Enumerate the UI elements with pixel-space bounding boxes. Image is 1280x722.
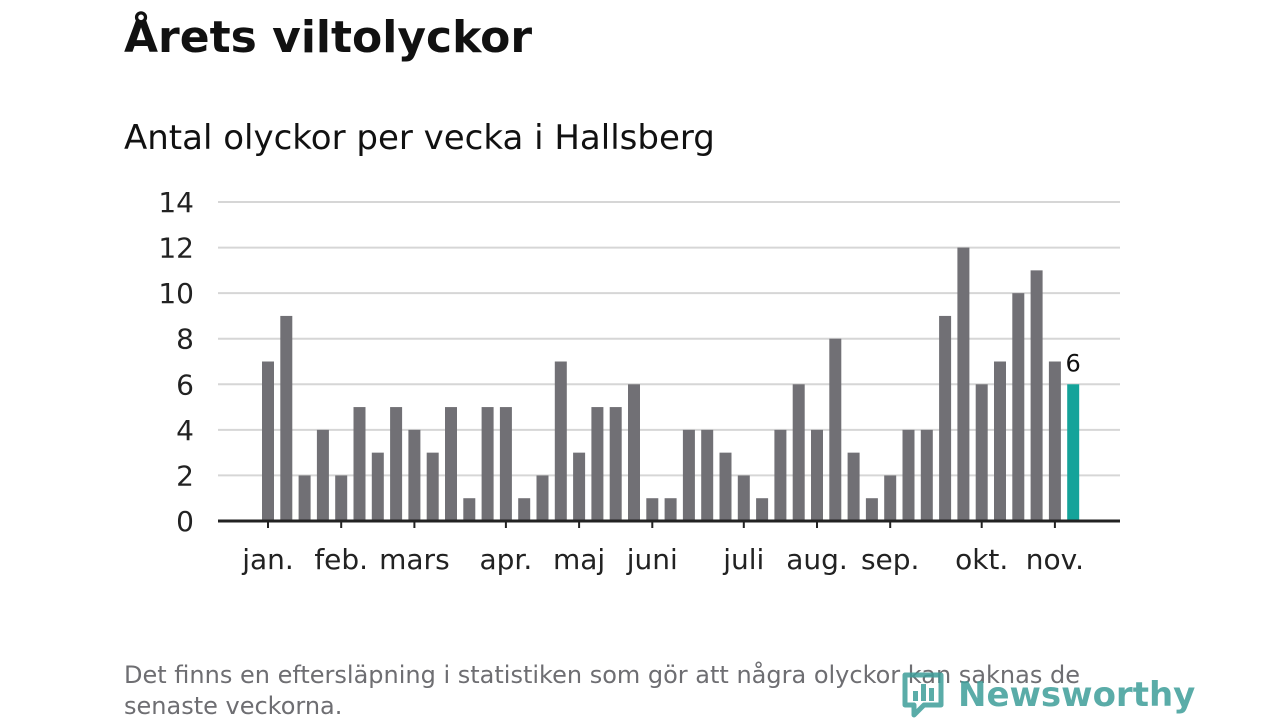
bar (298, 475, 311, 521)
bar (1012, 293, 1025, 521)
y-tick-label: 2 (176, 459, 194, 492)
y-tick-label: 4 (176, 414, 194, 447)
y-tick-label: 10 (158, 277, 194, 310)
chart-subtitle: Antal olyckor per vecka i Hallsberg (124, 118, 715, 158)
x-tick-label: apr. (480, 543, 533, 576)
bar (829, 338, 842, 521)
bar (316, 429, 329, 521)
bar (445, 407, 457, 521)
bar (426, 452, 439, 521)
bar (280, 315, 293, 521)
bar (536, 475, 549, 521)
footnote: Det finns en eftersläpning i statistiken… (124, 661, 1080, 720)
bar (719, 452, 732, 521)
grid-lines (218, 201, 1120, 477)
bar (811, 429, 823, 521)
newsworthy-logo-icon (902, 672, 944, 718)
x-tick-label: aug. (786, 543, 848, 576)
chart-title: Årets viltolyckor (124, 12, 533, 63)
bar (682, 429, 695, 521)
bar (335, 475, 348, 521)
bar (701, 429, 714, 521)
x-axis: jan. feb. mars apr. maj juni juli aug. sep. okt. n… (218, 519, 1120, 576)
bar (481, 407, 494, 521)
bar (774, 429, 787, 521)
x-tick-label: sep. (861, 543, 920, 576)
bar (1030, 270, 1043, 521)
y-tick-label: 12 (158, 232, 194, 265)
bar (939, 315, 952, 521)
bar (262, 361, 274, 521)
bar (390, 407, 403, 521)
bar (975, 384, 988, 521)
bar (499, 407, 512, 521)
bar (609, 407, 622, 521)
x-tick-label: juli (722, 543, 764, 576)
bars (262, 247, 1080, 522)
y-tick-label: 8 (176, 323, 194, 356)
bar (664, 498, 677, 521)
bar (591, 407, 604, 521)
x-tick-label: okt. (955, 543, 1008, 576)
bar (792, 384, 805, 521)
bar (994, 361, 1006, 521)
bar (920, 429, 933, 521)
bar (1048, 361, 1061, 521)
y-tick-label: 6 (176, 368, 194, 401)
newsworthy-logo-text: Newsworthy (958, 675, 1196, 715)
bar (957, 247, 970, 522)
y-tick-label: 0 (176, 505, 194, 538)
bar (408, 429, 421, 521)
x-tick-label: jan. (241, 543, 294, 576)
bar (847, 452, 860, 521)
bar-highlight (1067, 384, 1080, 521)
bar (646, 498, 659, 521)
bar (353, 407, 366, 521)
newsworthy-logo: Newsworthy (902, 670, 1195, 720)
bar (518, 498, 531, 521)
x-tick-label: nov. (1026, 543, 1084, 576)
highlight-data-label: 6 (1066, 349, 1081, 377)
x-tick-label: maj (553, 543, 605, 576)
bar (865, 498, 878, 521)
bar (884, 475, 897, 521)
y-axis-ticks: 0 2 4 6 8 10 12 14 (158, 186, 194, 538)
x-tick-label: juni (626, 543, 678, 576)
y-tick-label: 14 (158, 186, 194, 219)
bar (628, 384, 640, 521)
bar (371, 452, 384, 521)
bar (463, 498, 476, 521)
bar (573, 452, 586, 521)
bar (902, 429, 915, 521)
data-labels: 6 (1066, 349, 1081, 377)
bar (737, 475, 750, 521)
bar (554, 361, 567, 521)
x-tick-label: mars (379, 543, 450, 576)
x-tick-label: feb. (314, 543, 368, 576)
bar (756, 498, 769, 521)
